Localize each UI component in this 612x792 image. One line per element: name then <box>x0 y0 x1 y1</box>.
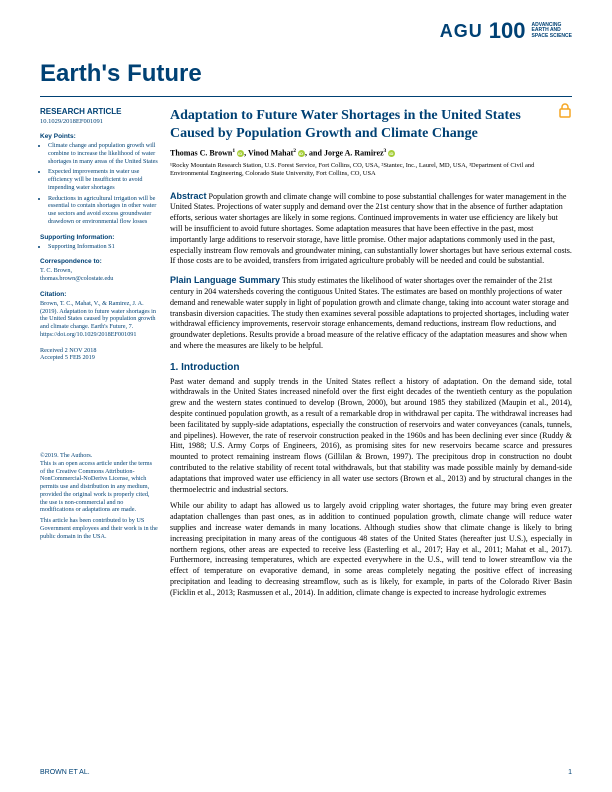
abstract-label: Abstract <box>170 191 207 201</box>
accepted-date: Accepted 5 FEB 2019 <box>40 354 158 362</box>
key-points-section: Key Points: Climate change and populatio… <box>40 133 158 226</box>
copyright-text2: This article has been contributed to by … <box>40 517 158 540</box>
received-date: Received 2 NOV 2018 <box>40 347 158 355</box>
key-point: Expected improvements in water use effic… <box>48 168 158 191</box>
agu-tagline: ADVANCING EARTH AND SPACE SCIENCE <box>532 23 572 40</box>
lock-icon <box>558 103 572 121</box>
body-paragraph: Past water demand and supply trends in t… <box>170 377 572 496</box>
footer-author: BROWN ET AL. <box>40 769 90 776</box>
content: RESEARCH ARTICLE 10.1029/2018EF001091 Ke… <box>0 97 612 605</box>
main-column: Adaptation to Future Water Shortages in … <box>170 107 572 605</box>
author: Thomas C. Brown <box>170 149 232 158</box>
body-paragraph: While our ability to adapt has allowed u… <box>170 501 572 598</box>
key-point: Climate change and population growth wil… <box>48 142 158 165</box>
orcid-icon <box>298 150 305 157</box>
dates-section: Received 2 NOV 2018 Accepted 5 FEB 2019 <box>40 347 158 363</box>
citation-text: Brown, T. C., Mahat, V., & Ramirez, J. A… <box>40 300 158 339</box>
footer: BROWN ET AL. 1 <box>40 769 572 776</box>
agu-logo: AGU 100 ADVANCING EARTH AND SPACE SCIENC… <box>440 18 572 44</box>
header: AGU 100 ADVANCING EARTH AND SPACE SCIENC… <box>0 0 612 54</box>
authors: Thomas C. Brown1 , Vinod Mahat2 , and Jo… <box>170 148 572 158</box>
section-heading: 1. Introduction <box>170 362 572 373</box>
page-number: 1 <box>568 769 572 776</box>
copyright-text: This is an open access article under the… <box>40 460 158 514</box>
plain-label: Plain Language Summary <box>170 275 280 285</box>
supporting-title: Supporting Information: <box>40 234 158 241</box>
plain-text: This study estimates the likelihood of w… <box>170 276 569 350</box>
key-points-title: Key Points: <box>40 133 158 140</box>
orcid-icon <box>237 150 244 157</box>
supporting-section: Supporting Information: Supporting Infor… <box>40 234 158 251</box>
key-points-list: Climate change and population growth wil… <box>40 142 158 226</box>
journal-title: Earth's Future <box>0 54 612 96</box>
correspondence-section: Correspondence to: T. C. Brown, thomas.b… <box>40 258 158 283</box>
plain-language-block: Plain Language Summary This study estima… <box>170 275 572 352</box>
correspondence-title: Correspondence to: <box>40 258 158 265</box>
copyright-section: ©2019. The Authors. This is an open acce… <box>40 452 158 540</box>
citation-title: Citation: <box>40 291 158 298</box>
author: Jorge A. Ramirez <box>324 149 384 158</box>
supporting-list: Supporting Information S1 <box>40 243 158 251</box>
citation-section: Citation: Brown, T. C., Mahat, V., & Ram… <box>40 291 158 339</box>
supporting-item: Supporting Information S1 <box>48 243 158 251</box>
agu-100: 100 <box>489 18 526 44</box>
doi: 10.1029/2018EF001091 <box>40 118 158 125</box>
abstract-block: Abstract Population growth and climate c… <box>170 191 572 268</box>
article-title: Adaptation to Future Water Shortages in … <box>170 107 572 142</box>
article-type: RESEARCH ARTICLE <box>40 107 158 116</box>
key-point: Reductions in agricultural irrigation wi… <box>48 195 158 226</box>
copyright-title: ©2019. The Authors. <box>40 452 158 460</box>
agu-text: AGU <box>440 21 483 42</box>
abstract-text: Population growth and climate change wil… <box>170 192 572 266</box>
sidebar: RESEARCH ARTICLE 10.1029/2018EF001091 Ke… <box>40 107 158 605</box>
author: Vinod Mahat <box>248 149 293 158</box>
affiliations: ¹Rocky Mountain Research Station, U.S. F… <box>170 162 572 179</box>
orcid-icon <box>388 150 395 157</box>
correspondence-name: T. C. Brown, <box>40 267 158 275</box>
correspondence-email: thomas.brown@colostate.edu <box>40 275 158 283</box>
